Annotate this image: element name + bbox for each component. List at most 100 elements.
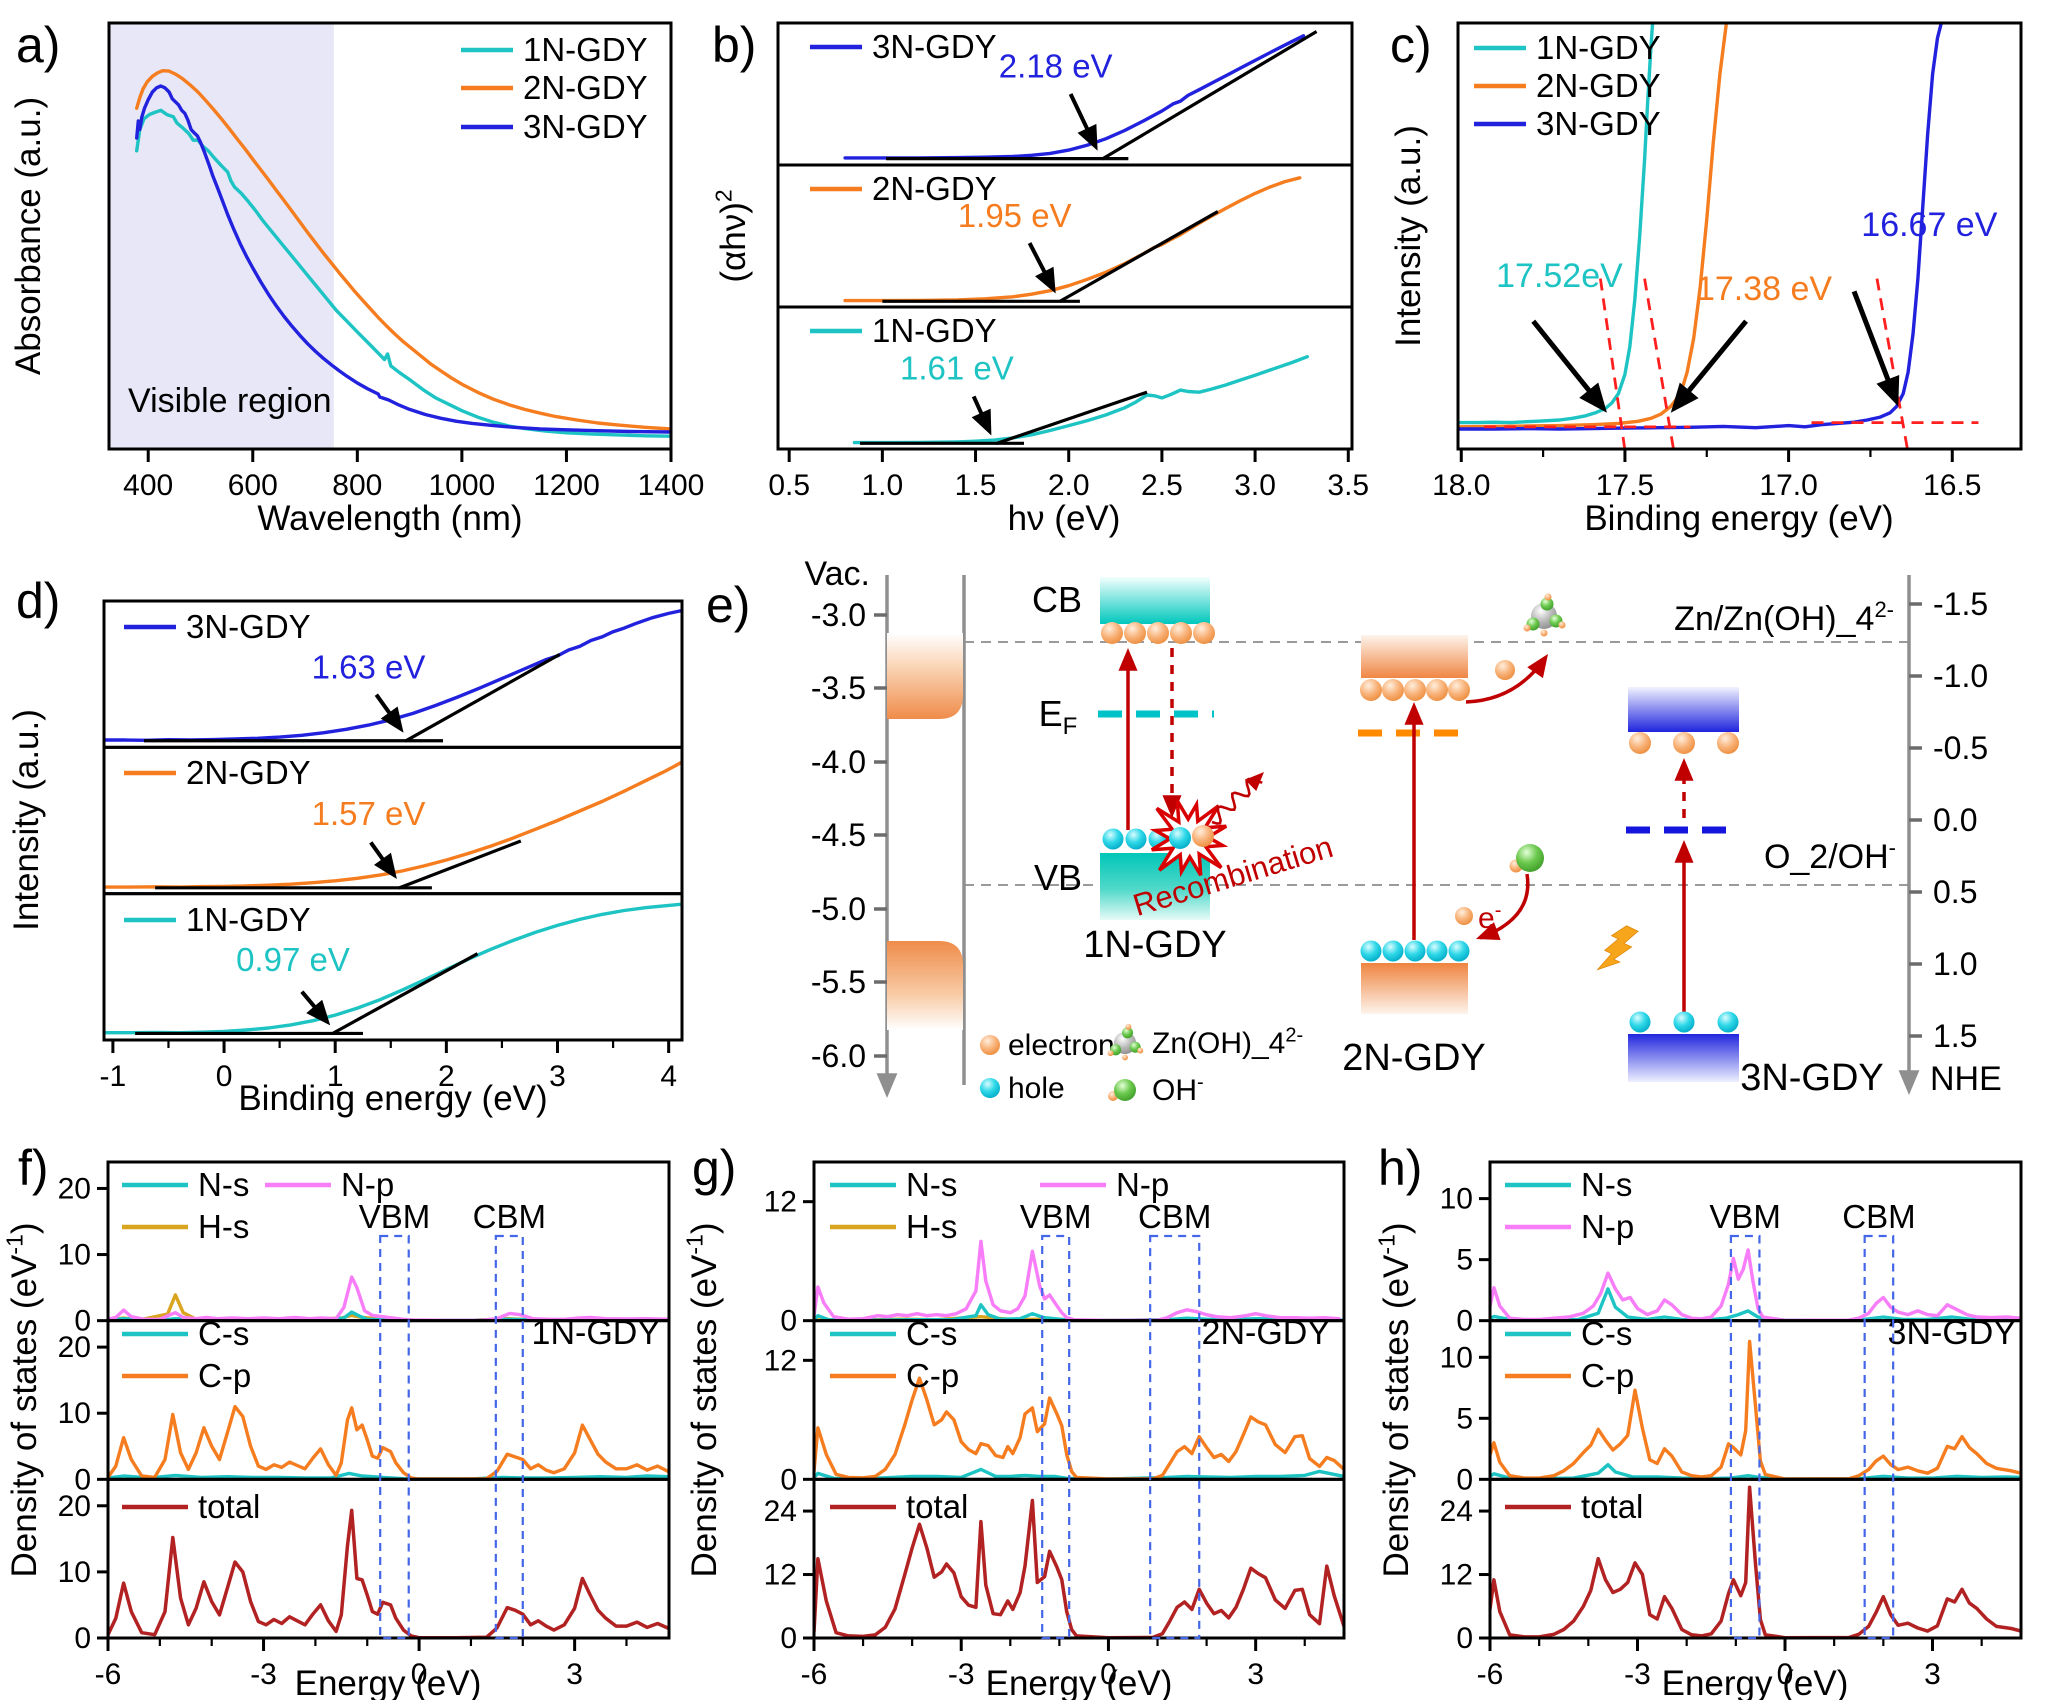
y-tick-label: 10 [1440,1183,1473,1216]
vac-tick-label: -4.0 [811,744,866,780]
series-h-N-p [1490,1248,2021,1321]
x-tick-label: 800 [332,469,382,502]
arrow-head [1245,772,1264,791]
series-h-C-p [1490,1339,2021,1480]
material-label-2N-GDY: 2N-GDY [1342,1037,1486,1079]
arrow-head [1077,123,1098,151]
oh-ion-icon [1516,844,1544,872]
vb-block-2N-GDY [1361,963,1468,1014]
arrow-head [1035,266,1056,294]
subpanel-b-1 [843,176,1302,303]
legend-label-C-p: C-p [1581,1357,1634,1394]
xlabel-a: Wavelength (nm) [257,499,522,538]
hole-icon [1125,828,1147,850]
x-tick-label: 17.5 [1596,469,1654,502]
annotation-c: 17.38 eV [1696,270,1832,308]
box-label-VBM: VBM [359,1198,431,1235]
electron-icon [1629,732,1651,754]
panel-letter-d: d) [16,573,60,629]
panel-letter-f: f) [18,1140,49,1196]
x-tick-label: -3 [1624,1658,1651,1691]
box-VBM [1729,1234,1761,1640]
x-tick-label: 2.5 [1141,469,1183,502]
annotation-d: 1.63 eV [312,649,426,686]
arrow-head [306,999,331,1026]
series-a-3N-GDY [134,84,671,434]
arrow-line [1851,290,1894,389]
vac-tick-label: -5.5 [811,964,866,1000]
x-tick-label: 1.0 [862,469,904,502]
subpanel-a-0 [134,68,671,438]
legend-label-total: total [906,1488,968,1525]
y-tick-label: 10 [58,1239,91,1272]
arrow-head [1118,648,1138,671]
box-label-VBM: VBM [1020,1198,1092,1235]
electron-icon [1360,679,1382,701]
frame [812,1477,1346,1640]
vac-tick-label: -3.0 [811,597,866,633]
x-tick-label: 1400 [638,469,705,502]
vac-tick-label: -6.0 [811,1038,866,1074]
subpanel-h-0 [1490,1248,2021,1321]
zn-h-icon [1125,1023,1132,1030]
x-tick-label: 0 [1100,1658,1117,1691]
box-VBM [1041,1234,1071,1640]
frame [1456,21,2023,451]
series-b-1N-GDY [852,355,1310,445]
arrow-head [1876,374,1900,407]
subpanel-b-0 [843,30,1318,161]
legend-label-C-p: C-p [906,1357,959,1394]
contact-block-bottom [887,941,963,1030]
vac-tick-label: -3.5 [811,670,866,706]
series-g-C-p [814,1376,1344,1480]
fit-line [1599,278,1627,449]
panel-letter-c: c) [1390,17,1432,73]
box-CBM [494,1234,524,1640]
box-label-CBM: CBM [1842,1198,1915,1235]
series-f-C-s [108,1471,669,1480]
legend-label-H-s: H-s [198,1208,249,1245]
box-CBM [1863,1234,1895,1640]
box-VBM [379,1234,410,1640]
hole-icon [1360,940,1382,962]
legend-label-H-s: H-s [906,1208,957,1245]
vac-tick-label: -4.5 [811,817,866,853]
panel-c: 17.52eV 17.38 eV 16.67 eV 18.0 17.5 17.0 16.5 1… [1389,21,2023,538]
annotation-b: 1.61 eV [900,349,1014,386]
annotation-b: 2.18 eV [999,48,1113,85]
panel-g: N-s N-pH-s012C-sC-p2N-GDY012total01224-6-… [682,1160,1346,1700]
nhe-label: NHE [1930,1060,2002,1098]
subpanel-g-1 [814,1376,1344,1480]
x-tick-label: 17.0 [1759,469,1817,502]
xlabel-g: Energy (eV) [986,1664,1173,1700]
frame [776,305,1354,451]
xlabel-c: Binding energy (eV) [1584,499,1893,538]
box-label-VBM: VBM [1709,1198,1781,1235]
legend-label-N-s: N-s [906,1166,957,1203]
x-tick-label: -3 [948,1658,975,1691]
x-tick-label: 3.0 [1234,469,1276,502]
electron-icon [1170,622,1192,644]
x-tick-label: 4 [660,1060,677,1093]
subpanel-h-2 [1490,1485,2021,1639]
zn-h-icon [1540,629,1548,637]
nhe-tick-label: -0.5 [1933,730,1988,766]
x-tick-label: 3.5 [1327,469,1369,502]
x-tick-label: 3 [1924,1658,1941,1691]
electron-icon [1717,732,1739,754]
x-tick-label: 1000 [429,469,496,502]
x-tick-label: 400 [123,469,173,502]
fit-line [995,390,1148,446]
legend-label-3N-GDY: 3N-GDY [1536,105,1661,142]
e-minus-label: e- [1478,900,1501,935]
frame [776,21,1354,167]
legend-label-C-p: C-p [198,1357,251,1394]
annotation-d: 0.97 eV [236,941,350,978]
y-tick-label: 20 [58,1331,91,1364]
series-c-2N-GDY [1458,23,1729,429]
xlabel-f: Energy (eV) [295,1664,482,1700]
x-tick-label: -6 [1477,1658,1504,1691]
y-tick-label: 20 [58,1172,91,1205]
y-tick-label: 0 [780,1305,797,1338]
vac-tick-label: -5.0 [811,891,866,927]
